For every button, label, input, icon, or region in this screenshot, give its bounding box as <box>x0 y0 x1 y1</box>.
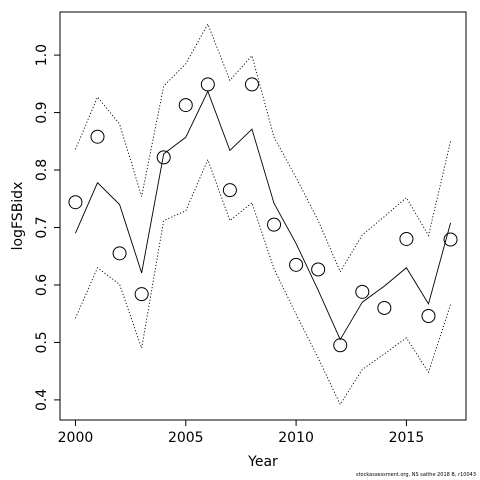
y-tick-label: 0.4 <box>34 389 50 411</box>
lower-ci-line <box>75 158 451 406</box>
y-tick-label: 1.0 <box>34 44 50 66</box>
observed-point <box>200 77 215 92</box>
x-tick-label: 2000 <box>58 430 94 446</box>
x-tick-label: 2015 <box>389 430 425 446</box>
upper-ci-line <box>75 23 451 273</box>
y-axis: 0.4 0.5 0.6 0.7 0.8 0.9 1.0 <box>34 44 60 411</box>
observed-point <box>112 246 127 261</box>
observed-point <box>333 338 348 353</box>
y-tick-label: 0.9 <box>34 101 50 123</box>
observed-point <box>156 150 171 165</box>
observed-point <box>90 129 105 144</box>
y-tick-label: 0.6 <box>34 274 50 296</box>
y-tick-label: 0.7 <box>34 216 50 238</box>
observed-point <box>267 217 282 232</box>
x-tick-label: 2005 <box>168 430 204 446</box>
y-tick-label: 0.5 <box>34 331 50 353</box>
x-axis-title: Year <box>247 454 278 470</box>
x-axis: 2000 2005 2010 2015 <box>58 420 425 446</box>
observed-point <box>178 98 193 113</box>
observed-point <box>355 284 370 299</box>
footnote: stockassessment.org, NS saithe 2018 B, r… <box>356 472 476 478</box>
observed-point <box>134 287 149 302</box>
observed-point <box>421 308 436 323</box>
y-tick-label: 0.8 <box>34 159 50 181</box>
observed-point <box>399 231 414 246</box>
observed-point <box>222 183 237 198</box>
observed-point <box>377 300 392 315</box>
observed-point <box>289 257 304 272</box>
plot-frame <box>59 11 467 421</box>
x-tick-label: 2010 <box>278 430 314 446</box>
observed-point <box>443 232 458 247</box>
fitted-line <box>75 90 451 341</box>
observed-point <box>68 195 83 210</box>
y-axis-title: logFSBidx <box>10 182 26 251</box>
series-layer <box>68 23 458 406</box>
observed-point <box>311 262 326 277</box>
observed-point <box>244 77 259 92</box>
